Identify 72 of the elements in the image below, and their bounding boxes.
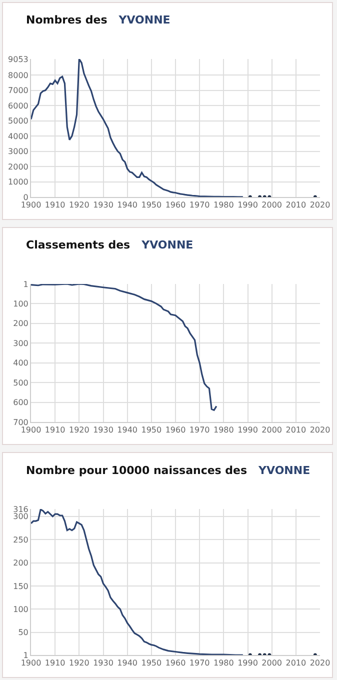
- y-tick-label: 100: [13, 299, 28, 308]
- x-tick-label: 1990: [238, 426, 258, 435]
- y-tick-label: 5000: [8, 116, 28, 126]
- x-tick-label: 1920: [68, 658, 90, 668]
- x-tick-label: 1900: [20, 200, 42, 210]
- chart-subtitle: YVONNE: [140, 238, 194, 252]
- y-tick-label: 700: [13, 418, 28, 427]
- x-tick-label: 1900: [20, 426, 42, 435]
- x-tick-label: 1900: [20, 658, 42, 668]
- y-tick-label: 2000: [8, 162, 28, 172]
- y-tick-label: 150: [13, 582, 28, 591]
- y-tick-label: 7000: [8, 86, 28, 96]
- x-tick-label: 1960: [165, 658, 186, 668]
- chart-subtitle: YVONNE: [258, 464, 310, 478]
- y-tick-label: 9053: [8, 54, 28, 64]
- y-tick-label: 316: [13, 504, 28, 514]
- y-tick-label: 1: [23, 650, 28, 660]
- x-tick-label: 1970: [189, 200, 210, 210]
- x-tick-label: 1940: [117, 426, 138, 435]
- y-tick-label: 250: [13, 535, 28, 544]
- y-tick-label: 400: [13, 358, 28, 368]
- x-tick-label: 1920: [68, 200, 90, 210]
- chart-title: Classements des: [26, 238, 130, 252]
- x-tick-label: 2010: [286, 200, 306, 210]
- x-tick-label: 1980: [213, 200, 234, 210]
- y-tick-label: 300: [13, 512, 28, 522]
- y-tick-label: 300: [13, 338, 28, 348]
- x-tick-label: 2010: [286, 426, 306, 435]
- x-tick-label: 1990: [238, 200, 258, 210]
- x-tick-label: 1950: [141, 426, 162, 435]
- x-tick-label: 1990: [238, 658, 258, 668]
- y-tick-label: 1000: [8, 178, 28, 187]
- x-tick-label: 2020: [310, 200, 330, 210]
- x-tick-label: 2010: [286, 658, 306, 668]
- chart-subtitle: YVONNE: [118, 14, 170, 27]
- x-tick-label: 1910: [44, 426, 66, 435]
- line-series: [31, 284, 218, 411]
- x-tick-label: 1930: [93, 200, 114, 210]
- chart-title: Nombres des: [26, 14, 108, 27]
- y-tick-label: 100: [13, 604, 28, 614]
- x-tick-label: 1910: [44, 200, 66, 210]
- y-tick-label: 0: [23, 192, 28, 202]
- y-tick-label: 6000: [8, 101, 28, 110]
- x-tick-label: 2000: [262, 426, 282, 435]
- x-tick-label: 1980: [213, 426, 234, 435]
- y-tick-label: 1: [23, 280, 28, 289]
- x-tick-label: 1930: [93, 658, 114, 668]
- chart-title: Nombre pour 10000 naissances des: [26, 464, 248, 478]
- x-tick-label: 1960: [165, 200, 186, 210]
- x-tick-label: 1910: [44, 658, 66, 668]
- x-tick-label: 1960: [165, 426, 186, 435]
- x-tick-label: 2020: [310, 658, 330, 668]
- y-tick-label: 4000: [8, 132, 28, 141]
- y-tick-label: 200: [13, 319, 28, 328]
- x-tick-label: 1950: [141, 658, 162, 668]
- x-tick-label: 2000: [262, 200, 282, 210]
- x-tick-label: 1950: [141, 200, 162, 210]
- x-tick-label: 2000: [262, 658, 282, 668]
- y-tick-label: 50: [18, 628, 28, 638]
- x-tick-label: 1970: [189, 658, 210, 668]
- y-tick-label: 8000: [8, 70, 28, 80]
- x-tick-label: 1940: [117, 658, 138, 668]
- x-tick-label: 1940: [117, 200, 138, 210]
- x-tick-label: 1970: [189, 426, 210, 435]
- x-tick-label: 1980: [213, 658, 234, 668]
- y-tick-label: 500: [13, 378, 28, 388]
- x-tick-label: 2020: [310, 426, 330, 435]
- y-tick-label: 3000: [8, 147, 28, 156]
- x-tick-label: 1930: [93, 426, 114, 435]
- y-tick-label: 600: [13, 398, 28, 408]
- x-tick-label: 1920: [68, 426, 90, 435]
- y-tick-label: 200: [13, 558, 28, 568]
